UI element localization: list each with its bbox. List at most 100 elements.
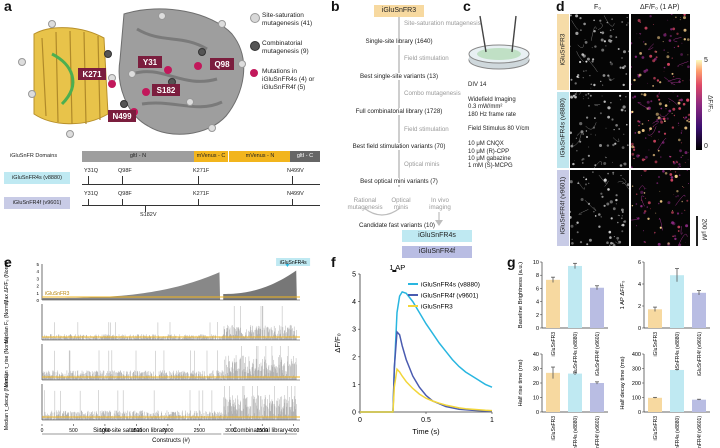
cell-speck (623, 133, 625, 135)
cell-speck (647, 120, 650, 122)
cell-speck (639, 21, 641, 23)
domains-title: iGluSnFR Domains (10, 153, 58, 159)
cell-speck (659, 226, 662, 229)
cell-speck (656, 119, 658, 121)
panel-label-g: g (507, 254, 516, 270)
flow-row-4: Combo mutagenesis (404, 90, 461, 98)
cell-speck (669, 101, 671, 103)
cell-speck (685, 241, 686, 243)
cell-speck (677, 101, 681, 105)
cell-speck (600, 216, 602, 218)
f-ytick-1: 1 (352, 382, 356, 389)
g0-cat-2: iGluSnFR4f (v9601) (595, 332, 601, 377)
cell-speck (610, 39, 613, 42)
cell-speck (657, 36, 661, 40)
f-ytick-4: 4 (352, 299, 356, 306)
cell-speck (584, 41, 588, 44)
cell-speck (570, 224, 574, 228)
cell-speck (671, 57, 673, 59)
cell-speck (594, 45, 597, 48)
cell-speck (626, 183, 629, 187)
cell-speck (590, 133, 592, 135)
cell-speck (634, 132, 637, 134)
f-ytick-0: 0 (352, 410, 356, 417)
cell-speck (612, 161, 613, 163)
cell-speck (587, 154, 590, 157)
cell-speck (676, 212, 680, 215)
svg-text:N499: N499 (112, 112, 132, 121)
cell-speck (647, 201, 651, 205)
g1-ytick-1: 2 (638, 304, 641, 310)
cell-speck (586, 116, 589, 119)
g2-cat-1: iGluSnFR4s (v8880) (573, 416, 579, 448)
cell-speck (579, 140, 582, 143)
cell-speck (611, 118, 614, 121)
cell-speck (638, 73, 642, 77)
cell-speck (669, 34, 672, 38)
cell-speck (623, 50, 626, 54)
neurite (653, 121, 659, 127)
g0-ytick-5: 10 (533, 260, 539, 266)
neurite (673, 37, 682, 43)
g0-bar-0 (546, 279, 560, 328)
cell-speck (665, 32, 667, 34)
cell-speck (625, 73, 628, 75)
bar-charts: 0 2 4 6 8 10 Baseline Brightness (a.u.) iGluSnF… (518, 260, 710, 448)
cell-speck (680, 53, 683, 56)
e-xtick-5: 2500 (194, 428, 205, 434)
cell-speck (645, 68, 649, 72)
cell-speck (645, 187, 647, 189)
e-lib2: Combinatorial library (233, 428, 288, 434)
cell-speck (639, 123, 641, 124)
library-screen-plots: Max ΔF/F₀ (Norm.) 5 4 3 2 1 0 iGluSnFR3 iGluSnFR… (4, 258, 311, 444)
g0-ytick-4: 8 (536, 273, 539, 279)
cell-speck (601, 95, 603, 97)
cell-speck (585, 183, 587, 186)
cell-speck (627, 50, 629, 53)
cell-speck (646, 206, 648, 208)
g3-ytick-2: 200 (632, 381, 641, 387)
g0-bar-2 (590, 287, 604, 328)
e-area-combo (223, 270, 297, 300)
cell-speck (658, 139, 659, 141)
cell-speck (574, 82, 577, 85)
condition-line-3: 0.3 mW/mm² (468, 104, 503, 111)
tick-k271f-4f: K271F (193, 191, 210, 197)
cell-speck (643, 93, 647, 97)
imaging-conditions: DIV 14 Widefield Imaging 0.3 mW/mm² 180 Hz… (468, 82, 529, 171)
cell-speck (612, 28, 614, 30)
cell-speck (657, 242, 661, 246)
e-xtick-1: 500 (69, 428, 78, 434)
g0-ytick-2: 4 (536, 300, 539, 306)
cell-speck (683, 38, 686, 41)
cell-speck (682, 155, 684, 157)
image-dff-g4s (631, 92, 690, 168)
cell-speck (619, 164, 623, 167)
cell-speck (667, 242, 670, 245)
cell-speck (678, 163, 681, 166)
cell-speck (672, 210, 673, 212)
cell-speck (631, 166, 633, 168)
cell-speck (676, 95, 679, 97)
cell-speck (680, 142, 683, 144)
cell-speck (617, 214, 619, 216)
cell-speck (644, 197, 647, 199)
domain-bar: gltI - N mVenus - C mVenus - N gltI - C (82, 151, 320, 162)
flow-row-9: Best optical mini variants (7) (340, 178, 458, 186)
cell-speck (609, 41, 611, 43)
neurite (648, 43, 654, 51)
svg-text:K271: K271 (82, 70, 102, 79)
cell-speck (660, 107, 663, 110)
f-xtick-0: 0 (358, 417, 362, 424)
cell-speck (678, 107, 682, 110)
cell-speck (593, 83, 596, 87)
cell-speck (582, 54, 586, 58)
f-ytick-5: 5 (352, 272, 356, 279)
cell-speck (672, 222, 676, 226)
mutation-label-n499: N499 (108, 110, 136, 122)
cell-speck (662, 170, 665, 173)
condition-line-2: Widefield Imaging (468, 96, 516, 103)
d-row-label-0: iGluSnFR3 (559, 33, 567, 66)
cell-speck (621, 208, 624, 212)
g0-ytick-3: 6 (536, 286, 539, 292)
